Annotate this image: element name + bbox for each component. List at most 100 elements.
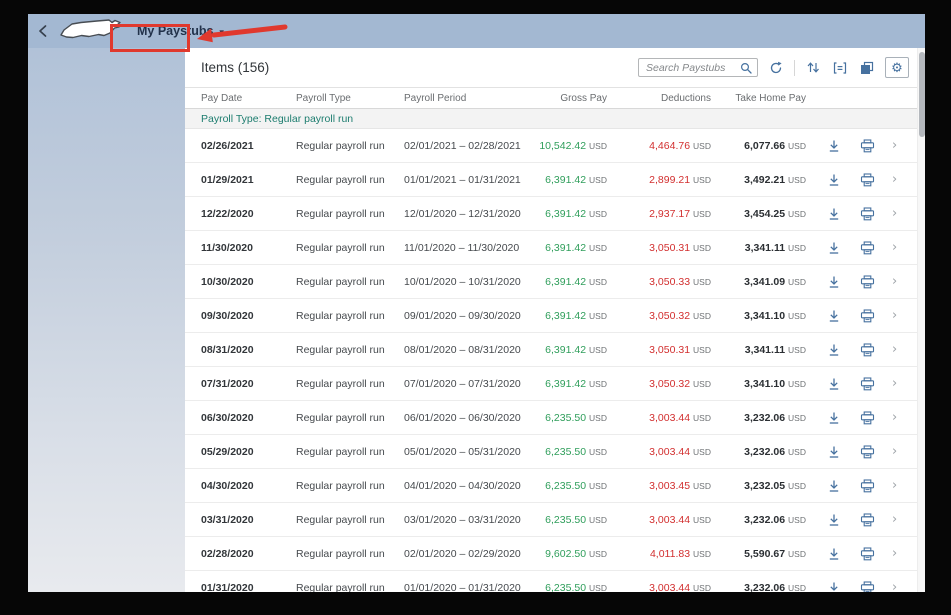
table-row[interactable]: 01/29/2021 Regular payroll run 01/01/202…	[185, 163, 925, 197]
payroll-period-cell: 03/01/2020 – 03/31/2020	[404, 513, 521, 526]
chevron-right-icon[interactable]: ›	[892, 138, 898, 153]
pay-date-cell: 04/30/2020	[201, 479, 254, 492]
printer-icon[interactable]	[859, 410, 875, 426]
printer-icon[interactable]	[859, 580, 875, 592]
chevron-right-icon[interactable]: ›	[892, 172, 898, 187]
printer-icon[interactable]	[859, 240, 875, 256]
printer-icon[interactable]	[859, 512, 875, 528]
pay-date-cell: 02/26/2021	[201, 139, 254, 152]
download-icon[interactable]	[826, 342, 842, 358]
printer-icon[interactable]	[859, 546, 875, 562]
table-row[interactable]: 07/31/2020 Regular payroll run 07/01/202…	[185, 367, 925, 401]
column-header-gross-pay[interactable]: Gross Pay	[560, 92, 607, 104]
deductions-cell: 2,937.17 USD	[649, 207, 711, 220]
paystubs-panel: Items (156)	[185, 48, 925, 592]
pay-date-cell: 12/22/2020	[201, 207, 254, 220]
row-actions: ›	[806, 444, 925, 460]
top-bar: My Paystubs ▾	[28, 14, 925, 48]
filter-icon[interactable]	[831, 59, 849, 77]
table-row[interactable]: 05/29/2020 Regular payroll run 05/01/202…	[185, 435, 925, 469]
table-row[interactable]: 02/28/2020 Regular payroll run 02/01/202…	[185, 537, 925, 571]
download-icon[interactable]	[826, 172, 842, 188]
column-header-pay-date[interactable]: Pay Date	[201, 92, 243, 104]
table-row[interactable]: 10/30/2020 Regular payroll run 10/01/202…	[185, 265, 925, 299]
printer-icon[interactable]	[859, 274, 875, 290]
table-row[interactable]: 11/30/2020 Regular payroll run 11/01/202…	[185, 231, 925, 265]
table-row[interactable]: 06/30/2020 Regular payroll run 06/01/202…	[185, 401, 925, 435]
printer-icon[interactable]	[859, 478, 875, 494]
column-header-take-home-pay[interactable]: Take Home Pay	[735, 92, 806, 104]
printer-icon[interactable]	[859, 444, 875, 460]
sort-icon[interactable]	[804, 59, 822, 77]
search-input[interactable]	[646, 61, 739, 74]
chevron-right-icon[interactable]: ›	[892, 274, 898, 289]
chevron-right-icon[interactable]: ›	[892, 240, 898, 255]
chevron-right-icon[interactable]: ›	[892, 478, 898, 493]
table-row[interactable]: 02/26/2021 Regular payroll run 02/01/202…	[185, 129, 925, 163]
settings-gear-icon[interactable]: ⚙	[885, 57, 909, 78]
table-row[interactable]: 12/22/2020 Regular payroll run 12/01/202…	[185, 197, 925, 231]
table-body: 02/26/2021 Regular payroll run 02/01/202…	[185, 129, 925, 592]
download-icon[interactable]	[826, 240, 842, 256]
vertical-scrollbar	[917, 48, 925, 592]
payroll-type-cell: Regular payroll run	[296, 275, 385, 288]
pay-date-cell: 07/31/2020	[201, 377, 254, 390]
deductions-cell: 4,464.76 USD	[649, 139, 711, 152]
chevron-right-icon[interactable]: ›	[892, 410, 898, 425]
scrollbar-thumb[interactable]	[919, 52, 925, 137]
take-home-pay-cell: 3,341.10 USD	[744, 377, 806, 390]
download-icon[interactable]	[826, 512, 842, 528]
chevron-right-icon[interactable]: ›	[892, 512, 898, 527]
column-header-payroll-period[interactable]: Payroll Period	[404, 92, 467, 104]
chevron-right-icon[interactable]: ›	[892, 580, 898, 592]
payroll-type-cell: Regular payroll run	[296, 581, 385, 593]
gross-pay-cell: 6,235.50 USD	[545, 513, 607, 526]
column-header-payroll-type[interactable]: Payroll Type	[296, 92, 351, 104]
chevron-right-icon[interactable]: ›	[892, 206, 898, 221]
chevron-right-icon[interactable]: ›	[892, 444, 898, 459]
take-home-pay-cell: 3,232.06 USD	[744, 445, 806, 458]
table-row[interactable]: 08/31/2020 Regular payroll run 08/01/202…	[185, 333, 925, 367]
download-icon[interactable]	[826, 308, 842, 324]
row-actions: ›	[806, 308, 925, 324]
column-header-deductions[interactable]: Deductions	[660, 92, 711, 104]
table-row[interactable]: 01/31/2020 Regular payroll run 01/01/202…	[185, 571, 925, 592]
printer-icon[interactable]	[859, 342, 875, 358]
download-icon[interactable]	[826, 274, 842, 290]
back-icon[interactable]	[34, 22, 52, 40]
gross-pay-cell: 6,391.42 USD	[545, 309, 607, 322]
payroll-period-cell: 08/01/2020 – 08/31/2020	[404, 343, 521, 356]
download-icon[interactable]	[826, 478, 842, 494]
refresh-icon[interactable]	[767, 59, 785, 77]
chevron-right-icon[interactable]: ›	[892, 546, 898, 561]
pay-date-cell: 01/29/2021	[201, 173, 254, 186]
download-icon[interactable]	[826, 376, 842, 392]
printer-icon[interactable]	[859, 376, 875, 392]
printer-icon[interactable]	[859, 308, 875, 324]
chevron-right-icon[interactable]: ›	[892, 308, 898, 323]
download-icon[interactable]	[826, 138, 842, 154]
gross-pay-cell: 6,391.42 USD	[545, 173, 607, 186]
download-icon[interactable]	[826, 580, 842, 592]
table-row[interactable]: 04/30/2020 Regular payroll run 04/01/202…	[185, 469, 925, 503]
download-icon[interactable]	[826, 546, 842, 562]
chevron-right-icon[interactable]: ›	[892, 342, 898, 357]
pay-date-cell: 08/31/2020	[201, 343, 254, 356]
table-row[interactable]: 09/30/2020 Regular payroll run 09/01/202…	[185, 299, 925, 333]
app-title-dropdown[interactable]: My Paystubs ▾	[137, 24, 224, 38]
download-icon[interactable]	[826, 206, 842, 222]
row-actions: ›	[806, 410, 925, 426]
payroll-period-cell: 10/01/2020 – 10/31/2020	[404, 275, 521, 288]
printer-icon[interactable]	[859, 172, 875, 188]
download-icon[interactable]	[826, 410, 842, 426]
row-actions: ›	[806, 546, 925, 562]
take-home-pay-cell: 3,232.06 USD	[744, 581, 806, 593]
pay-date-cell: 09/30/2020	[201, 309, 254, 322]
search-icon[interactable]	[739, 61, 753, 75]
group-copy-icon[interactable]	[858, 59, 876, 77]
download-icon[interactable]	[826, 444, 842, 460]
table-row[interactable]: 03/31/2020 Regular payroll run 03/01/202…	[185, 503, 925, 537]
printer-icon[interactable]	[859, 206, 875, 222]
printer-icon[interactable]	[859, 138, 875, 154]
chevron-right-icon[interactable]: ›	[892, 376, 898, 391]
